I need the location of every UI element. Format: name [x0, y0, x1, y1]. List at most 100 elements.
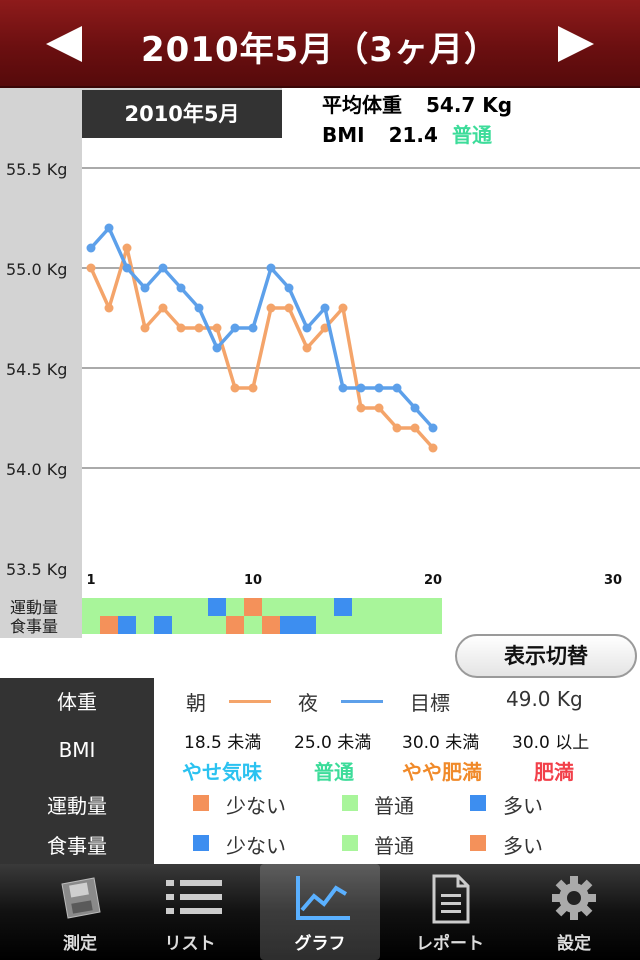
morning-point [284, 303, 294, 313]
morning-point [104, 303, 114, 313]
activity-cell [226, 598, 244, 616]
legend-morning: 朝 [186, 691, 206, 715]
floppy-icon [61, 877, 101, 919]
bmi-class-normal: 普通 [314, 760, 354, 784]
y-tick-label: 54.5 Kg [6, 360, 67, 379]
weight-chart: 55.5 Kg 55.0 Kg 54.5 Kg 54.0 Kg 53.5 Kg 1 10 20… [6, 160, 640, 636]
meal-cell [82, 616, 100, 634]
y-tick-label: 55.5 Kg [6, 160, 67, 179]
meal-cell [316, 616, 334, 634]
activity-cell [100, 598, 118, 616]
tab-settings[interactable]: 設定 [514, 864, 634, 960]
activity-cell [388, 598, 406, 616]
avg-weight-value: 54.7 Kg [426, 93, 513, 117]
meal-cell [208, 616, 226, 634]
tab-label: リスト [164, 934, 216, 954]
meal-normal: 普通 [374, 834, 414, 858]
tab-label: グラフ [294, 934, 346, 954]
tab-bar: 測定 リスト グラフ レポート [0, 864, 640, 960]
morning-point [158, 303, 168, 313]
chart-panel: 2010年5月 平均体重 54.7 Kg BMI 21.4 普通 55.5 Kg 55.… [0, 88, 640, 678]
tab-measure[interactable]: 測定 [20, 864, 140, 960]
prev-period-button[interactable] [46, 26, 82, 62]
night-point [284, 283, 294, 293]
night-point [320, 303, 330, 313]
activity-cell [118, 598, 136, 616]
morning-point [356, 403, 366, 413]
tab-report[interactable]: レポート [390, 864, 510, 960]
meal-cell [424, 616, 442, 634]
activity-cell [298, 598, 316, 616]
night-point [392, 383, 402, 393]
morning-point [302, 343, 312, 353]
activity-many: 多い [503, 794, 543, 818]
meal-cell [154, 616, 172, 634]
night-point [104, 223, 114, 233]
activity-normal-swatch [342, 795, 358, 811]
legend-goal-value: 49.0 Kg [506, 687, 583, 711]
legend-morning-line [229, 700, 271, 703]
bmi-label: BMI [322, 123, 365, 147]
night-point [248, 323, 258, 333]
morning-point [230, 383, 240, 393]
legend-weight-label: 体重 [57, 690, 97, 714]
meal-cell [118, 616, 136, 634]
tab-graph[interactable]: グラフ [260, 864, 380, 960]
tab-label: 設定 [557, 934, 591, 954]
night-point [374, 383, 384, 393]
morning-point [86, 263, 96, 273]
tab-label: レポート [416, 934, 484, 954]
morning-point [428, 443, 438, 453]
morning-point [410, 423, 420, 433]
activity-cell [172, 598, 190, 616]
page-title: 2010年5月（3ヶ月） [141, 30, 499, 70]
meal-cell [262, 616, 280, 634]
bmi-class-underweight: やせ気味 [182, 760, 262, 784]
bmi-class-overweight: やや肥満 [402, 760, 482, 784]
bmi-range-2: 25.0 未満 [294, 733, 372, 753]
morning-point [374, 403, 384, 413]
night-point [194, 303, 204, 313]
meal-cell [226, 616, 244, 634]
meal-cell [352, 616, 370, 634]
meal-cell [100, 616, 118, 634]
header-bar: 2010年5月（3ヶ月） [0, 0, 640, 88]
bmi-range-3: 30.0 未満 [402, 733, 480, 753]
tab-list[interactable]: リスト [130, 864, 250, 960]
night-point [176, 283, 186, 293]
x-tick-label: 30 [604, 573, 622, 588]
bmi-class-obese: 肥満 [534, 760, 574, 784]
activity-cell [208, 598, 226, 616]
meal-few: 少ない [226, 834, 286, 858]
meal-cell [334, 616, 352, 634]
meal-cell [244, 616, 262, 634]
x-tick-label: 10 [244, 573, 262, 588]
activity-cell [82, 598, 100, 616]
night-point [356, 383, 366, 393]
night-point [140, 283, 150, 293]
month-tab[interactable]: 2010年5月 [82, 90, 282, 138]
activity-cell [370, 598, 388, 616]
night-point [338, 383, 348, 393]
night-point [212, 343, 222, 353]
meal-many: 多い [503, 834, 543, 858]
activity-cell [424, 598, 442, 616]
night-point [86, 243, 96, 253]
avg-weight-label: 平均体重 [322, 93, 402, 117]
list-icon [166, 880, 222, 914]
gear-icon [552, 876, 596, 920]
morning-point [212, 323, 222, 333]
meal-few-swatch [193, 835, 209, 851]
toggle-display-button[interactable]: 表示切替 [455, 634, 637, 678]
morning-point [392, 423, 402, 433]
bmi-class: 普通 [451, 123, 492, 147]
legend-bmi-label: BMI [58, 738, 96, 762]
next-period-button[interactable] [558, 26, 594, 62]
summary-stats: 平均体重 54.7 Kg BMI 21.4 普通 [322, 90, 512, 150]
bmi-value: 21.4 [388, 123, 438, 147]
meal-cell [370, 616, 388, 634]
y-tick-label: 53.5 Kg [6, 560, 67, 579]
meal-cell [190, 616, 208, 634]
morning-point [194, 323, 204, 333]
morning-point [248, 383, 258, 393]
